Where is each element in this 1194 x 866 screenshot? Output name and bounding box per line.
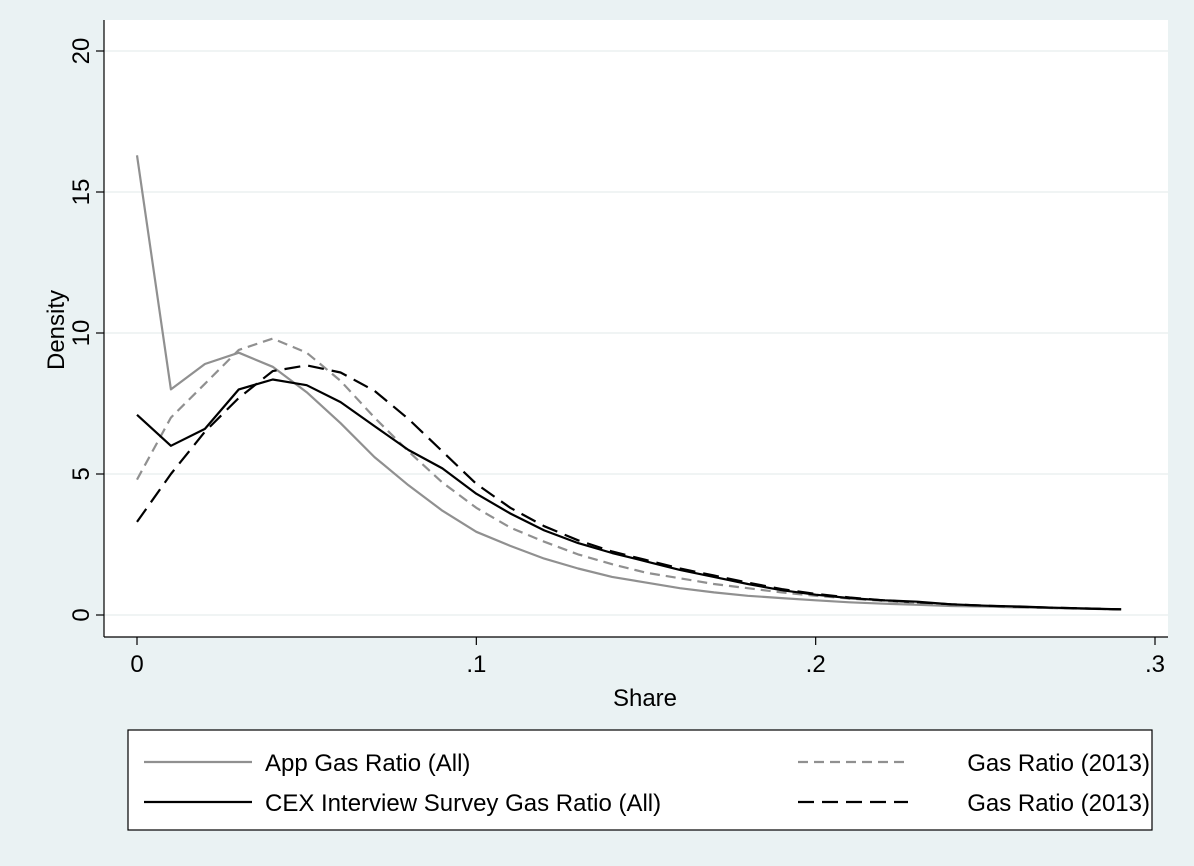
- series-line-3: [136, 378, 1122, 611]
- x-axis: 0 .1 .2 .3: [130, 637, 1165, 678]
- y-tick-label: 15: [68, 179, 95, 206]
- series-lines: [135, 155, 1122, 611]
- series-line-1: [135, 155, 1122, 611]
- legend-label-4: Gas Ratio (2013): [967, 790, 1150, 817]
- y-axis: 0 5 10 15 20: [68, 38, 104, 622]
- x-tick-label: .2: [806, 651, 826, 678]
- gridlines: [104, 50, 1168, 616]
- y-tick-label: 10: [68, 320, 95, 347]
- x-axis-title: Share: [613, 685, 677, 712]
- x-tick-label: .3: [1145, 651, 1165, 678]
- legend-label-2: Gas Ratio (2013): [967, 750, 1150, 777]
- y-tick-label: 0: [68, 608, 95, 621]
- legend-label-3: CEX Interview Survey Gas Ratio (All): [265, 790, 661, 817]
- y-tick-label: 5: [68, 467, 95, 480]
- x-tick-label: 0: [130, 651, 143, 678]
- y-tick-label: 20: [68, 38, 95, 65]
- legend: App Gas Ratio (All) Gas Ratio (2013) CEX I…: [127, 729, 1153, 831]
- plot-area: [104, 20, 1168, 637]
- y-axis-title: Density: [43, 290, 70, 370]
- legend-box: [127, 729, 1153, 831]
- legend-label-1: App Gas Ratio (All): [265, 750, 470, 777]
- x-tick-label: .1: [466, 651, 486, 678]
